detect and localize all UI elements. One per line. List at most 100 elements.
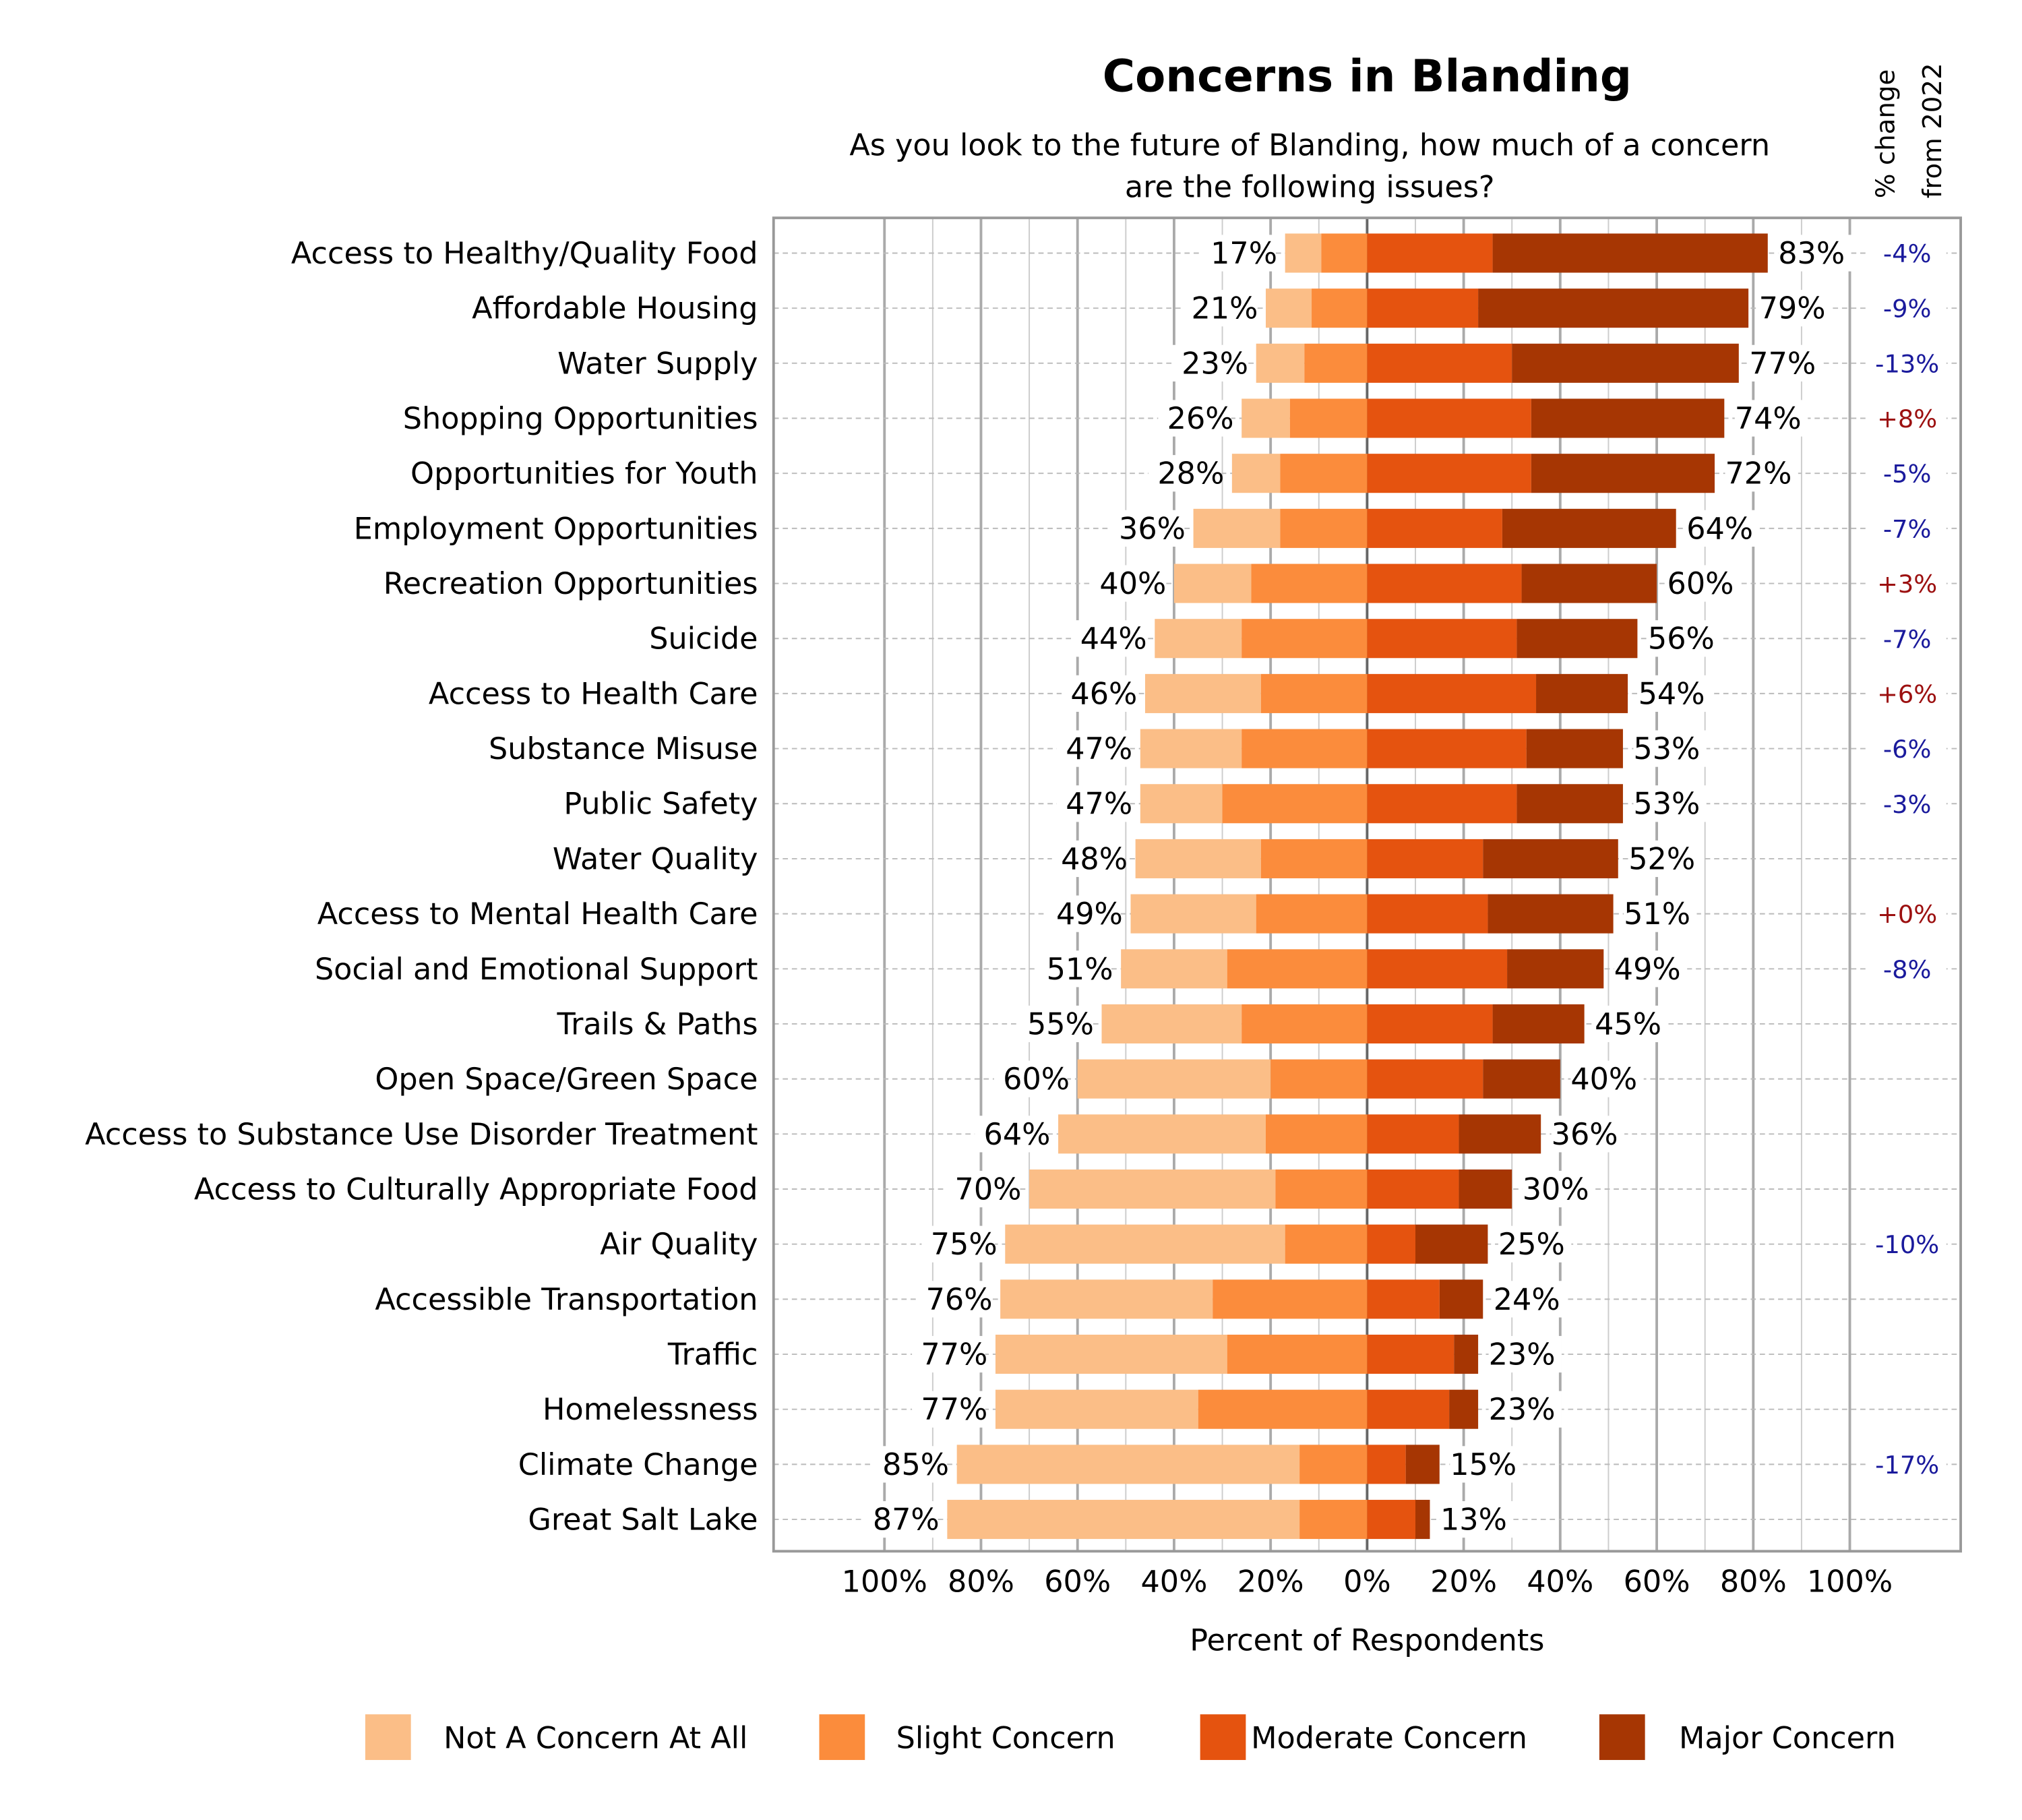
label-backdrop: [1624, 895, 1697, 932]
bar-segment-slight: [1285, 1224, 1368, 1264]
bar-row: Air Quality 75% 25% -10%: [600, 1224, 1947, 1264]
bar-segment-slight: [1299, 1500, 1368, 1540]
bar-segment-major: [1516, 784, 1623, 824]
label-backdrop: [1056, 730, 1130, 767]
legend: Not A Concern At All Slight Concern Modera…: [365, 1714, 1896, 1760]
label-backdrop: [946, 1170, 1019, 1208]
legend-swatch: [819, 1714, 865, 1760]
label-backdrop: [1056, 785, 1130, 822]
change-from-2022-label: -13%: [1875, 349, 1939, 378]
category-label: Access to Culturally Appropriate Food: [194, 1172, 758, 1207]
category-label: Employment Opportunities: [354, 512, 758, 546]
bar-segment-major: [1488, 894, 1614, 934]
label-backdrop: [1493, 1281, 1567, 1318]
label-backdrop: [1868, 402, 1947, 434]
bar-segment-moderate: [1367, 1224, 1415, 1264]
category-label: Suicide: [649, 622, 758, 657]
bar-segment-major: [1405, 1445, 1440, 1484]
left-total-label: 87%: [873, 1503, 940, 1538]
bar-row: Substance Misuse 47% 53% -6%: [489, 729, 1947, 768]
bar-segment-slight: [1256, 894, 1368, 934]
label-backdrop: [1158, 400, 1231, 437]
change-from-2022-label: -7%: [1883, 625, 1932, 654]
bar-segment-not-a-concern: [1144, 673, 1261, 713]
label-backdrop: [1018, 1005, 1092, 1043]
bar-segment-slight: [1242, 1004, 1368, 1043]
bar-segment-major: [1459, 1169, 1512, 1209]
left-total-label: 46%: [1070, 677, 1137, 711]
category-label: Traffic: [667, 1338, 758, 1372]
bar-segment-not-a-concern: [1121, 949, 1227, 989]
bar-segment-major: [1521, 564, 1657, 603]
bar-segment-moderate: [1367, 1335, 1454, 1374]
label-backdrop: [1868, 347, 1947, 380]
bar-segment-moderate: [1367, 233, 1493, 273]
x-tick-label: 0%: [1343, 1565, 1391, 1599]
bar-segment-moderate: [1367, 1114, 1459, 1154]
left-total-label: 47%: [1066, 732, 1132, 766]
chart-subtitle-line-1: As you look to the future of Blanding, h…: [849, 128, 1770, 162]
x-tick-label: 40%: [1527, 1565, 1593, 1599]
change-from-2022-label: -10%: [1875, 1230, 1939, 1259]
label-backdrop: [1633, 785, 1707, 822]
bar-row: Homelessness 77% 23%: [543, 1389, 1562, 1429]
bar-segment-moderate: [1367, 729, 1527, 768]
x-tick-label: 80%: [948, 1565, 1014, 1599]
bar-segment-major: [1492, 233, 1768, 273]
x-tick-label: 100%: [1807, 1565, 1893, 1599]
bar-segment-major: [1516, 619, 1638, 659]
x-tick-label: 20%: [1237, 1565, 1304, 1599]
bar-segment-moderate: [1367, 1500, 1415, 1540]
label-backdrop: [1047, 895, 1120, 932]
bar-row: Access to Culturally Appropriate Food 70%…: [194, 1169, 1596, 1209]
bar-segment-major: [1526, 729, 1623, 768]
bar-segment-slight: [1227, 1335, 1368, 1374]
bar-segment-slight: [1227, 949, 1368, 989]
bar-segment-major: [1507, 949, 1604, 989]
bar-row: Great Salt Lake 87% 13%: [528, 1500, 1514, 1540]
right-total-label: 30%: [1523, 1172, 1589, 1207]
bar-segment-slight: [1321, 233, 1368, 273]
bar-segment-slight: [1260, 673, 1368, 713]
label-backdrop: [1551, 1116, 1625, 1153]
legend-swatch: [365, 1714, 411, 1760]
label-backdrop: [1595, 1005, 1668, 1043]
bar-segment-slight: [1260, 839, 1368, 878]
bar-segment-slight: [1242, 729, 1368, 768]
label-backdrop: [1570, 1060, 1644, 1097]
right-total-label: 36%: [1552, 1118, 1618, 1152]
label-backdrop: [1868, 1449, 1947, 1480]
left-total-label: 55%: [1027, 1007, 1094, 1041]
bar-segment-not-a-concern: [1231, 454, 1281, 493]
bar-segment-moderate: [1367, 1279, 1440, 1319]
legend-label: Moderate Concern: [1251, 1722, 1527, 1756]
category-label: Access to Mental Health Care: [317, 897, 758, 932]
bar-segment-major: [1536, 673, 1628, 713]
label-backdrop: [1749, 344, 1822, 382]
left-total-label: 85%: [882, 1448, 949, 1482]
bar-segment-not-a-concern: [1077, 1059, 1271, 1099]
legend-label: Major Concern: [1679, 1722, 1896, 1756]
category-label: Social and Emotional Support: [315, 952, 758, 987]
label-backdrop: [1778, 235, 1851, 272]
bar-segment-major: [1531, 454, 1715, 493]
label-backdrop: [1868, 733, 1947, 764]
bar-segment-moderate: [1367, 343, 1512, 383]
category-label: Shopping Opportunities: [403, 402, 758, 436]
label-backdrop: [1667, 565, 1740, 602]
right-total-label: 74%: [1735, 402, 1802, 436]
change-from-2022-label: -17%: [1875, 1451, 1939, 1480]
right-total-label: 54%: [1638, 677, 1705, 711]
label-backdrop: [1725, 455, 1798, 492]
label-backdrop: [1051, 840, 1126, 878]
bar-segment-major: [1512, 343, 1739, 383]
left-total-label: 26%: [1167, 402, 1234, 436]
x-tick-label: 40%: [1140, 1565, 1207, 1599]
bar-segment-not-a-concern: [1135, 839, 1261, 878]
left-total-label: 64%: [984, 1118, 1051, 1152]
change-from-2022-label: -6%: [1883, 735, 1932, 764]
bar-segment-moderate: [1367, 1389, 1450, 1429]
bar-segment-slight: [1312, 289, 1368, 328]
bar-segment-slight: [1213, 1279, 1368, 1319]
